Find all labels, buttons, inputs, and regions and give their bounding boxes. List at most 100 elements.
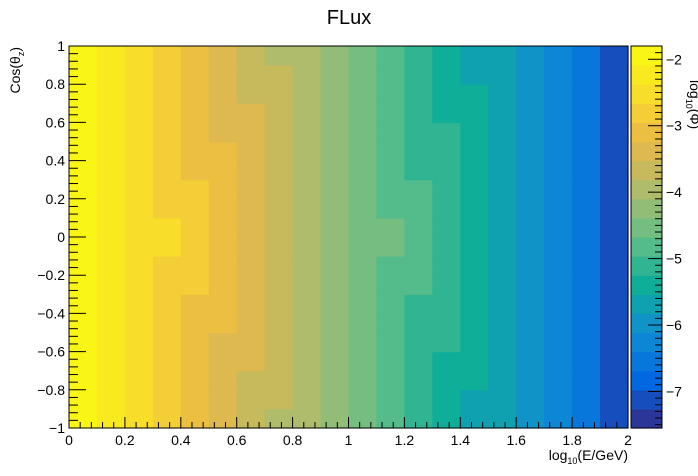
heatmap-cell [292, 275, 322, 295]
colorbar [630, 45, 663, 429]
z-axis: −2 −3 −4 −5 −6 −7 [648, 45, 682, 426]
heatmap-cell [292, 103, 322, 123]
heatmap-cell [69, 370, 98, 391]
heatmap-cell [544, 313, 573, 334]
heatmap-cell [208, 237, 238, 257]
heatmap-cell [236, 65, 266, 85]
heatmap-cell [320, 237, 350, 257]
heatmap-cell [348, 408, 378, 429]
heatmap-cell [180, 65, 210, 85]
heatmap-cell [516, 217, 545, 238]
heatmap-cell [96, 408, 126, 429]
heatmap-cell [572, 141, 601, 162]
heatmap-cell [432, 160, 461, 181]
heatmap-cell [180, 256, 210, 276]
heatmap-cell [488, 217, 517, 238]
heatmap-cell [124, 408, 154, 429]
colorbar-swatch [631, 408, 662, 429]
heatmap-cell [404, 198, 433, 219]
heatmap-cell [488, 84, 517, 104]
colorbar-swatch [631, 103, 662, 123]
heatmap-cell [69, 179, 98, 200]
heatmap-cell [208, 46, 238, 66]
colorbar-swatch [631, 217, 662, 238]
heatmap-cell [460, 313, 489, 334]
heatmap-cell [292, 46, 322, 66]
heatmap-cell [516, 103, 545, 123]
heatmap-cell [152, 198, 182, 219]
heatmap-cell [236, 103, 266, 123]
heatmap-cell [600, 141, 629, 162]
heatmap-cell [516, 313, 545, 334]
heatmap-cell [404, 389, 433, 410]
heatmap-cell [516, 237, 545, 257]
heatmap-cell [96, 351, 126, 372]
heatmap-cell [69, 408, 98, 429]
heatmap-cell [516, 141, 545, 162]
heatmap-cell [264, 122, 294, 143]
heatmap-cell [516, 275, 545, 295]
heatmap-cell [292, 198, 322, 219]
heatmap-cell [69, 160, 98, 181]
heatmap-cell [544, 141, 573, 162]
heatmap-cell [376, 122, 405, 143]
y-axis-label: Cos(θz) [7, 47, 26, 94]
heatmap-cell [600, 103, 629, 123]
heatmap-cell [376, 313, 405, 334]
heatmap-cell [264, 256, 294, 276]
heatmap-cell [460, 46, 489, 66]
colorbar-swatch [631, 351, 662, 372]
heatmap-cell [96, 122, 126, 143]
heatmap-cell [572, 332, 601, 353]
heatmap-cell [96, 237, 126, 257]
heatmap-cell [264, 351, 294, 372]
heatmap-cell [572, 160, 601, 181]
heatmap-cell [404, 370, 433, 391]
heatmap-cell [264, 313, 294, 334]
x-tick-label: 0.4 [171, 432, 191, 448]
heatmap-cell [96, 84, 126, 104]
colorbar-tick-label: −6 [666, 317, 682, 333]
heatmap-cell [488, 256, 517, 276]
heatmap-cell [572, 46, 601, 66]
heatmap-cell [264, 370, 294, 391]
heatmap-cell [320, 294, 350, 314]
heatmap-cell [292, 351, 322, 372]
heatmap-cell [348, 179, 378, 200]
heatmap-cell [572, 294, 601, 314]
heatmap-cell [320, 84, 350, 104]
heatmap-cell [600, 408, 629, 429]
heatmap-cell [124, 389, 154, 410]
y-tick-label: 0 [57, 229, 65, 245]
heatmap-cell [152, 237, 182, 257]
heatmap-cell [180, 46, 210, 66]
heatmap-cell [460, 351, 489, 372]
heatmap-cell [348, 46, 378, 66]
heatmap-cell [516, 160, 545, 181]
heatmap-cell [348, 256, 378, 276]
heatmap-cell [208, 65, 238, 85]
heatmap-cell [320, 179, 350, 200]
heatmap-cell [488, 198, 517, 219]
x-tick-label: 0.2 [115, 432, 135, 448]
heatmap-cell [96, 332, 126, 353]
heatmap-cell [208, 198, 238, 219]
heatmap-cell [236, 313, 266, 334]
heatmap-cell [264, 408, 294, 429]
heatmap-cells [69, 46, 629, 429]
heatmap-cell [208, 160, 238, 181]
heatmap-cell [432, 389, 461, 410]
heatmap-cell [544, 46, 573, 66]
heatmap-cell [292, 408, 322, 429]
x-tick-label: 0.6 [227, 432, 247, 448]
heatmap-cell [432, 370, 461, 391]
heatmap-cell [488, 103, 517, 123]
y-tick-label: 0.2 [46, 191, 66, 207]
heatmap-cell [208, 389, 238, 410]
heatmap-cell [432, 294, 461, 314]
heatmap-cell [488, 65, 517, 85]
heatmap-cell [124, 237, 154, 257]
heatmap-cell [264, 275, 294, 295]
heatmap-cell [432, 332, 461, 353]
heatmap-cell [180, 275, 210, 295]
